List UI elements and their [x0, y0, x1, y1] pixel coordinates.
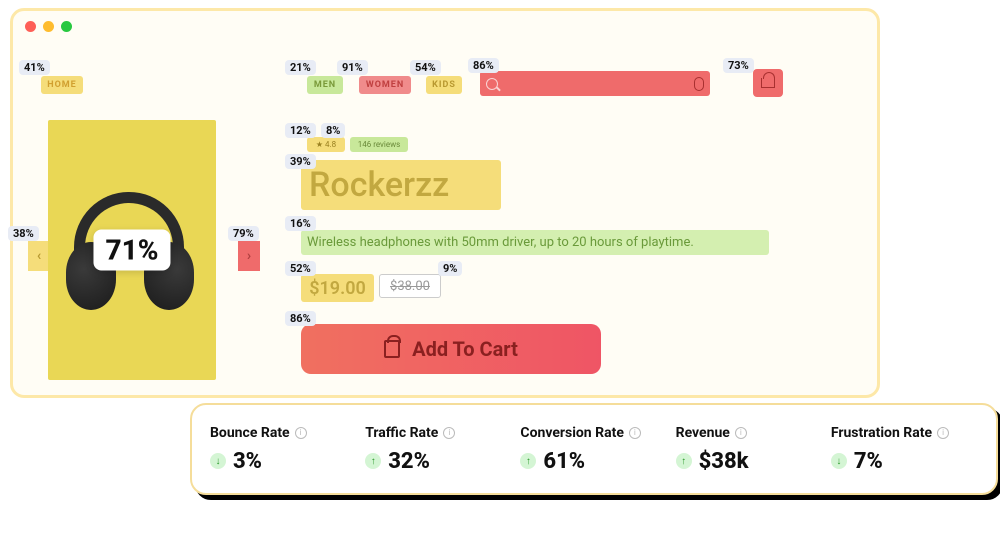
- carousel-next-button[interactable]: ›: [238, 241, 260, 271]
- traffic-lights: [25, 21, 72, 32]
- info-icon[interactable]: i: [295, 427, 307, 439]
- add-to-cart-button[interactable]: Add To Cart: [301, 324, 601, 374]
- trend-down-icon: ↓: [831, 453, 847, 469]
- arrow-right-pct-badge: 79%: [228, 226, 259, 241]
- reviews-pct-badge: 8%: [321, 123, 345, 138]
- arrow-left-pct-badge: 38%: [8, 226, 39, 241]
- product-reviews[interactable]: 146 reviews: [350, 137, 408, 152]
- trend-up-icon: ↑: [365, 453, 381, 469]
- kids-pct-badge: 54%: [410, 60, 441, 75]
- product-title: Rockerzz: [301, 160, 501, 210]
- addtocart-pct-badge: 86%: [285, 311, 316, 326]
- search-bar[interactable]: [480, 71, 710, 96]
- bag-icon: [761, 78, 775, 88]
- product-description: Wireless headphones with 50mm driver, up…: [301, 230, 769, 255]
- metric-label: Bounce Rate: [210, 425, 290, 441]
- metric-frustration-rate: Frustration Rate i ↓ 7%: [831, 425, 978, 474]
- metric-label: Traffic Rate: [365, 425, 438, 441]
- metric-value: 3%: [233, 449, 262, 474]
- nav-men[interactable]: MEN: [307, 76, 343, 94]
- info-icon[interactable]: i: [735, 427, 747, 439]
- info-icon[interactable]: i: [629, 427, 641, 439]
- metric-label: Conversion Rate: [520, 425, 623, 441]
- rating-pct-badge: 12%: [285, 123, 316, 138]
- max-light[interactable]: [61, 21, 72, 32]
- product-old-price: $38.00: [379, 274, 441, 298]
- image-heat-pct: 71%: [93, 230, 170, 271]
- cart-pct-badge: 73%: [723, 58, 754, 73]
- oldprice-pct-badge: 9%: [438, 261, 462, 276]
- product-price: $19.00: [301, 274, 374, 302]
- min-light[interactable]: [43, 21, 54, 32]
- metric-traffic-rate: Traffic Rate i ↑ 32%: [365, 425, 512, 474]
- product-image[interactable]: 71%: [48, 120, 216, 380]
- product-title-text: Rockerzz: [309, 165, 449, 205]
- cart-button[interactable]: [753, 69, 783, 97]
- add-to-cart-label: Add To Cart: [412, 337, 518, 361]
- metric-label: Frustration Rate: [831, 425, 932, 441]
- product-description-text: Wireless headphones with 50mm driver, up…: [307, 235, 694, 250]
- metric-conversion-rate: Conversion Rate i ↑ 61%: [520, 425, 667, 474]
- trend-up-icon: ↑: [520, 453, 536, 469]
- women-pct-badge: 91%: [337, 60, 368, 75]
- search-pct-badge: 86%: [468, 58, 499, 73]
- product-price-text: $19.00: [309, 278, 366, 299]
- nav-women[interactable]: WOMEN: [359, 76, 411, 94]
- nav-kids[interactable]: KIDS: [426, 76, 462, 94]
- trend-up-icon: ↑: [676, 453, 692, 469]
- trend-down-icon: ↓: [210, 453, 226, 469]
- product-rating[interactable]: ★ 4.8: [307, 137, 345, 152]
- metric-label: Revenue: [676, 425, 730, 441]
- search-icon: [486, 78, 498, 90]
- metric-value: 61%: [543, 449, 585, 474]
- metrics-panel: Bounce Rate i ↓ 3% Traffic Rate i ↑ 32% Conv…: [190, 403, 998, 495]
- carousel-prev-button[interactable]: ‹: [28, 241, 50, 271]
- price-pct-badge: 52%: [285, 261, 316, 276]
- shopping-bag-icon: [384, 340, 400, 358]
- browser-window: 41% HOME 21% MEN 91% WOMEN 54% KIDS 86% …: [10, 8, 880, 398]
- product-old-price-text: $38.00: [390, 279, 430, 294]
- metric-value: $38k: [699, 449, 749, 474]
- title-pct-badge: 39%: [285, 154, 316, 169]
- metric-bounce-rate: Bounce Rate i ↓ 3%: [210, 425, 357, 474]
- home-pct-badge: 41%: [19, 60, 50, 75]
- metric-value: 7%: [854, 449, 883, 474]
- close-light[interactable]: [25, 21, 36, 32]
- men-pct-badge: 21%: [285, 60, 316, 75]
- metric-value: 32%: [388, 449, 430, 474]
- info-icon[interactable]: i: [443, 427, 455, 439]
- nav-home[interactable]: HOME: [41, 76, 83, 94]
- desc-pct-badge: 16%: [285, 216, 316, 231]
- metric-revenue: Revenue i ↑ $38k: [676, 425, 823, 474]
- mic-icon[interactable]: [694, 77, 704, 91]
- info-icon[interactable]: i: [937, 427, 949, 439]
